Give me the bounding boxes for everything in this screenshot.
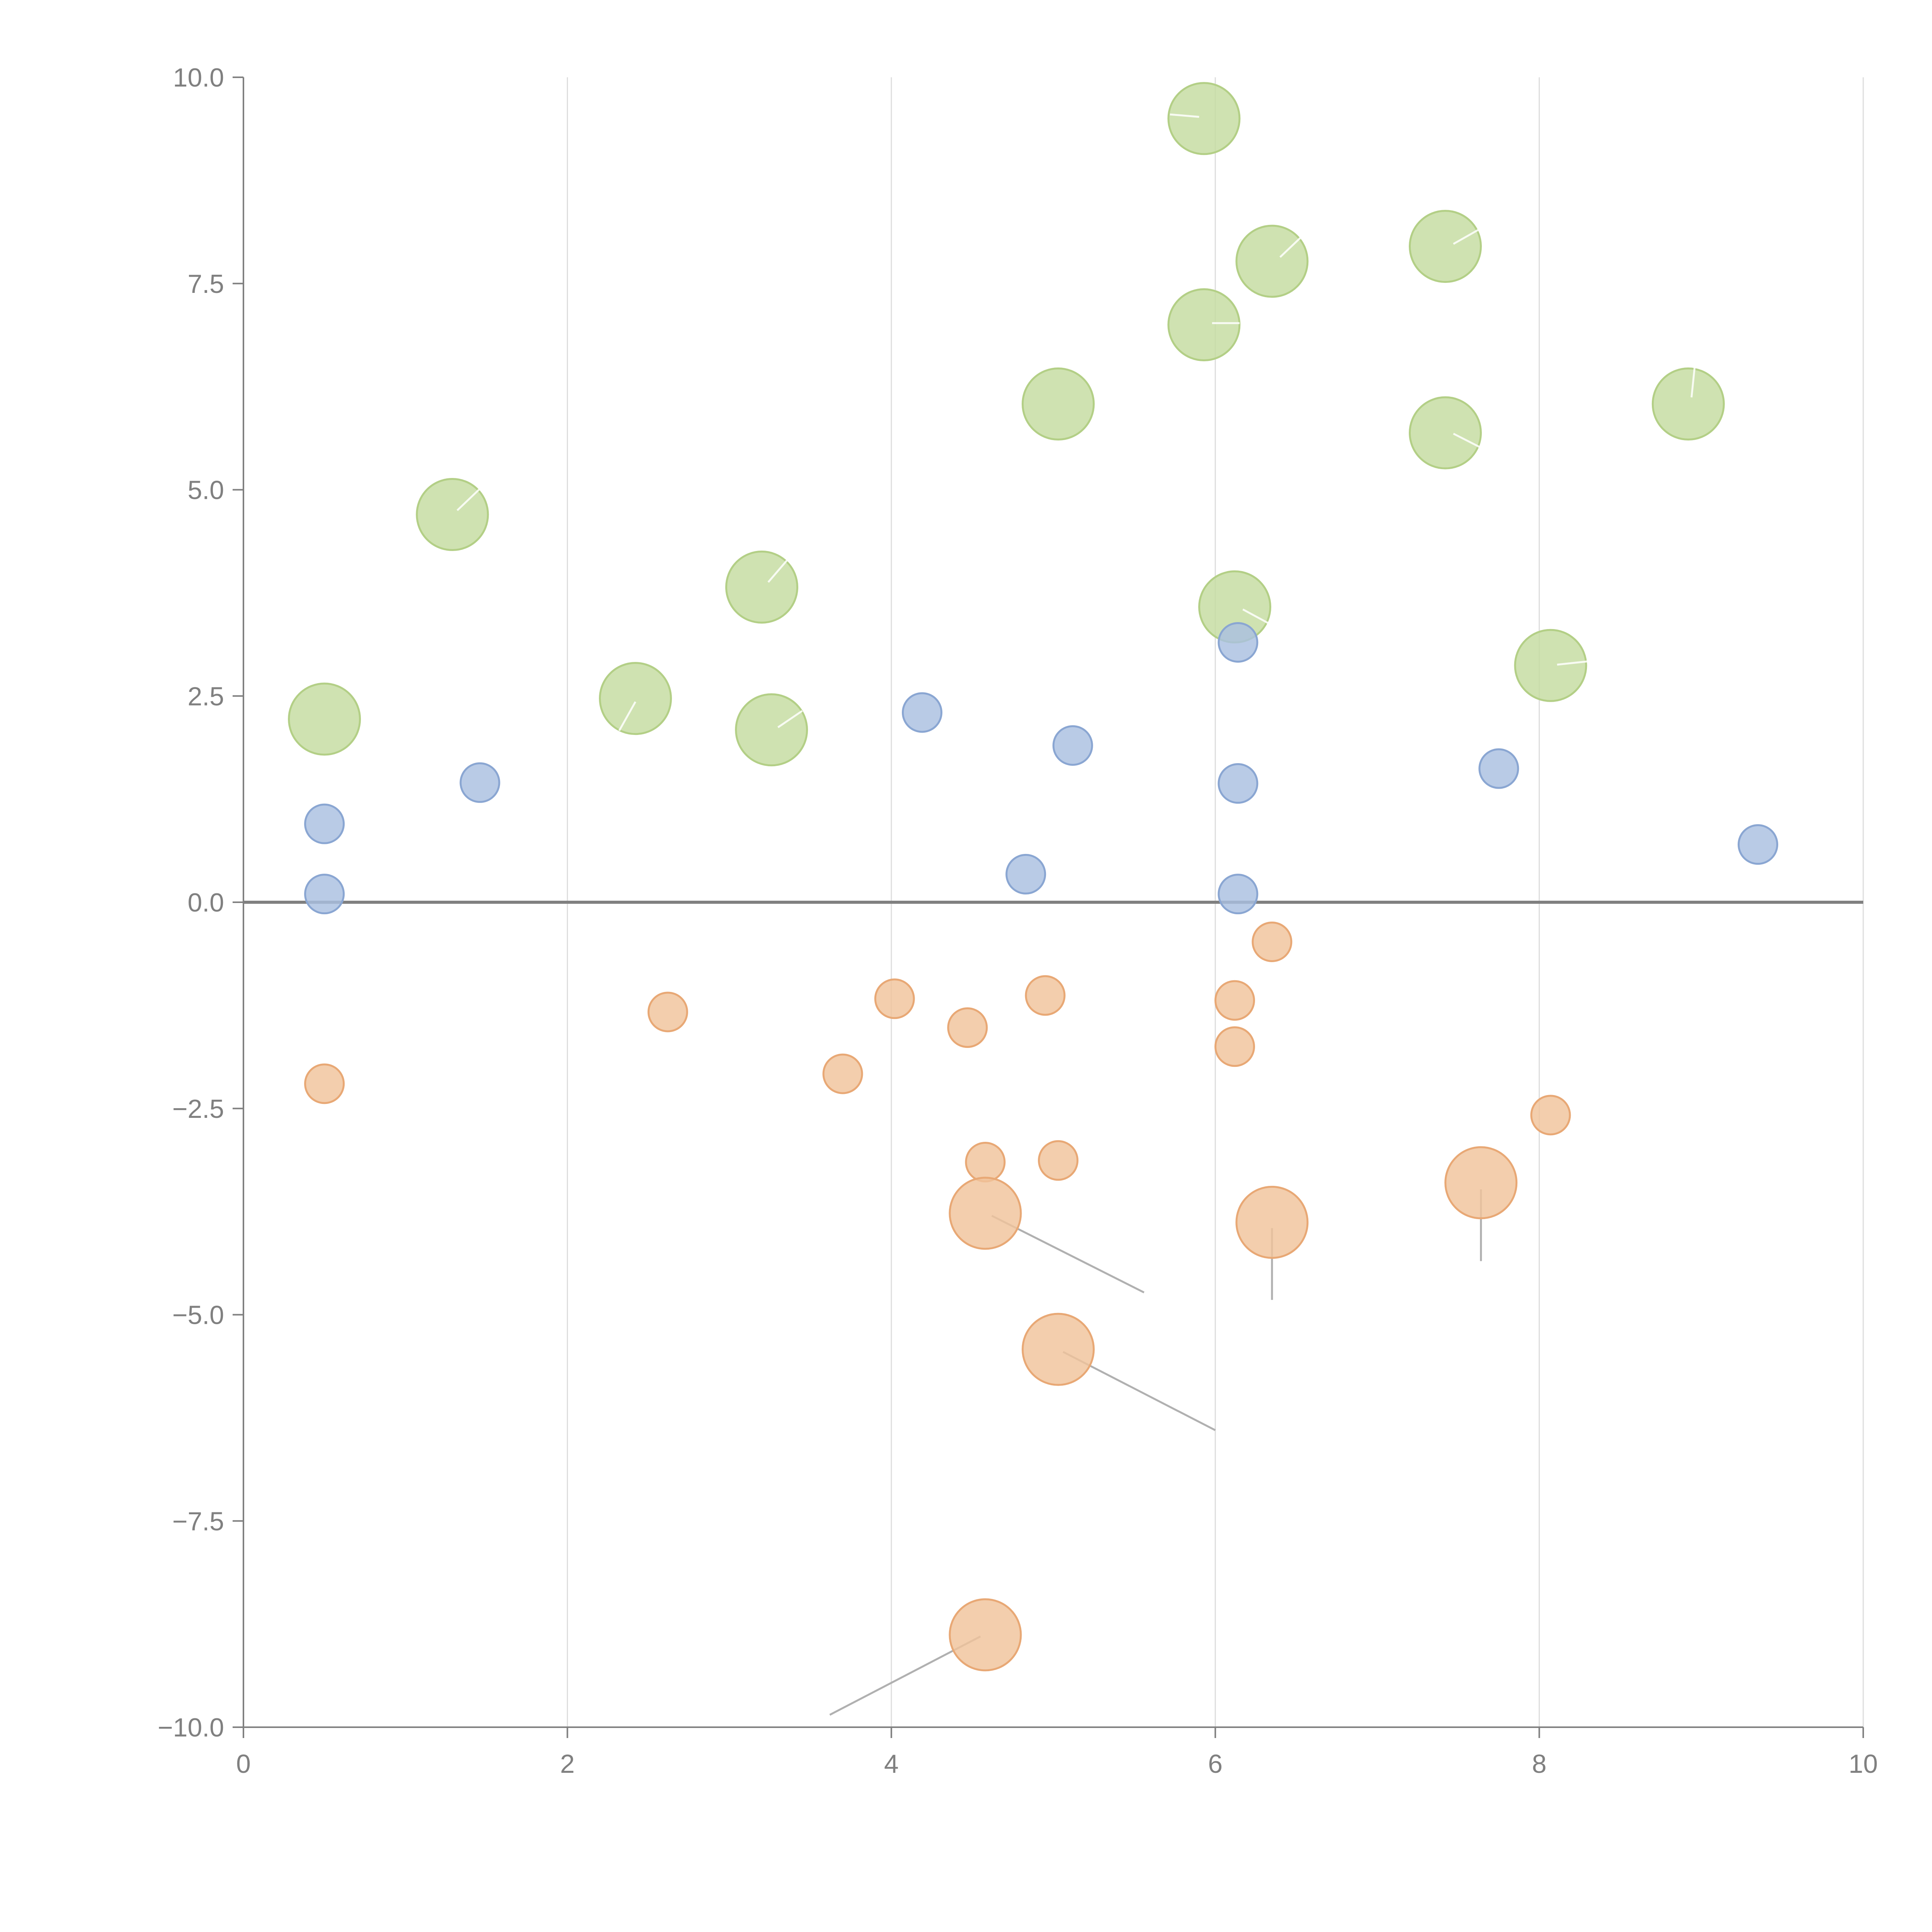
leader-line [767, 555, 792, 583]
leader-lines [829, 1189, 1482, 1716]
y-tick-label: 10.0 [173, 63, 224, 92]
leader-line [1453, 433, 1483, 449]
leader-line [1453, 226, 1483, 245]
data-point-blue [1005, 854, 1046, 895]
data-point-orange [965, 1142, 1006, 1183]
data-point-blue [1218, 874, 1259, 915]
data-point-green [288, 682, 361, 756]
data-point-orange [1530, 1095, 1571, 1136]
data-point-orange [947, 1007, 988, 1048]
data-point-orange [1252, 921, 1293, 962]
data-point-green [1022, 367, 1095, 440]
data-point-blue [901, 692, 942, 733]
data-point-blue [1738, 824, 1779, 865]
data-point-orange-large [949, 1177, 1022, 1250]
x-tick-label: 10 [1849, 1749, 1878, 1779]
axes [243, 77, 1863, 1728]
data-point-orange-large [1235, 1185, 1309, 1259]
y-tick-label: −5.0 [172, 1301, 224, 1330]
data-point-orange-large [949, 1598, 1022, 1672]
data-point-green [1408, 210, 1482, 283]
leader-line [777, 710, 803, 728]
x-tick-label: 4 [884, 1749, 899, 1779]
data-point-orange [1025, 975, 1066, 1016]
data-point-green [416, 478, 489, 551]
data-point-orange [647, 992, 688, 1032]
x-tick-label: 2 [560, 1749, 575, 1779]
data-point-green [1167, 288, 1241, 361]
data-point-orange-large [1022, 1313, 1095, 1386]
data-point-green [599, 662, 672, 735]
data-point-orange [304, 1063, 345, 1104]
data-point-green [1235, 224, 1309, 298]
data-point-orange [1214, 980, 1255, 1021]
data-point-orange [1214, 1026, 1255, 1067]
y-tick-label: 0.0 [187, 888, 224, 917]
data-point-green [1408, 396, 1482, 469]
leader-line [1557, 660, 1588, 666]
leader-line [1690, 366, 1696, 398]
tick-labels: −10.0 −7.5 −5.0 −2.5 0.0 2.5 5.0 7.5 10.0 0 2 4 6 8 10 [158, 63, 1878, 1779]
data-point-green [1167, 82, 1241, 155]
data-point-orange [874, 978, 915, 1019]
data-point-green [735, 693, 808, 767]
data-point-green [1651, 367, 1725, 440]
data-point-blue [1052, 725, 1093, 766]
leader-line [1242, 608, 1269, 624]
data-point-blue [304, 874, 345, 915]
data-point-green [725, 550, 798, 624]
y-tick-label: 2.5 [187, 682, 224, 711]
y-tick-label: −7.5 [172, 1507, 224, 1536]
data-point-orange [1038, 1140, 1079, 1181]
leader-line [618, 701, 636, 731]
y-tick-label: −2.5 [172, 1094, 224, 1124]
data-point-blue [1478, 748, 1519, 789]
y-tick-label: −10.0 [158, 1713, 224, 1742]
data-point-blue [459, 762, 500, 803]
leader-line [1279, 233, 1305, 258]
x-tick-label: 6 [1208, 1749, 1223, 1779]
data-point-blue [1218, 763, 1259, 804]
leader-line [456, 485, 484, 511]
data-point-green [1514, 629, 1587, 702]
data-point-blue [304, 803, 345, 844]
data-points [288, 82, 1779, 1672]
data-point-orange [822, 1053, 863, 1094]
x-tick-label: 8 [1532, 1749, 1547, 1779]
leader-line [1170, 113, 1199, 118]
data-point-blue [1218, 622, 1259, 663]
data-point-orange-large [1444, 1146, 1518, 1219]
y-tick-label: 7.5 [187, 269, 224, 299]
x-tick-label: 0 [236, 1749, 251, 1779]
y-tick-label: 5.0 [187, 476, 224, 505]
